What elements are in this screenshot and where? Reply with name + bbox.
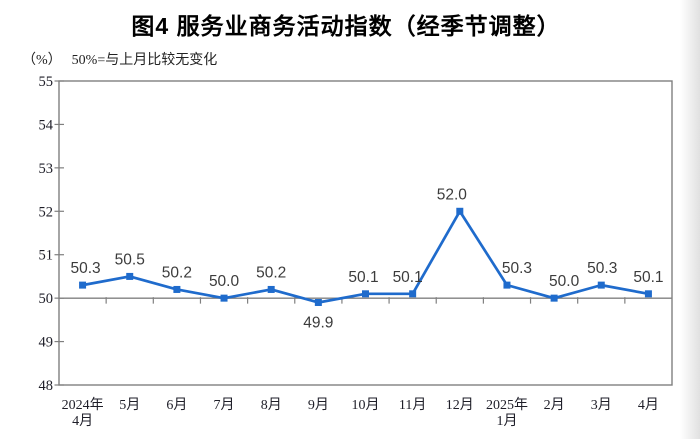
data-point-label: 50.2 bbox=[162, 264, 192, 281]
x-axis-category-label: 3月 bbox=[591, 397, 612, 413]
data-point-label: 50.1 bbox=[348, 269, 378, 286]
data-point-label: 50.5 bbox=[115, 251, 145, 268]
x-axis-category-label: 12月 bbox=[446, 397, 474, 413]
x-axis-category-label: 5月 bbox=[119, 397, 140, 413]
x-axis-category-label: 7月 bbox=[214, 397, 235, 413]
data-point-label: 52.0 bbox=[437, 186, 468, 203]
y-axis-tick-label: 51 bbox=[39, 248, 54, 264]
chart-title: 图4 服务业商务活动指数（经季节调整） bbox=[131, 13, 561, 39]
data-point-label: 50.3 bbox=[502, 260, 532, 277]
plot-border bbox=[58, 80, 673, 386]
data-point-label: 50.2 bbox=[256, 264, 286, 281]
data-point-marker bbox=[597, 281, 605, 289]
data-point-marker bbox=[79, 281, 87, 289]
unit-label: （%） bbox=[22, 53, 62, 68]
data-point-label: 50.1 bbox=[633, 269, 663, 286]
baseline-note: 50%=与上月比较无变化 bbox=[71, 53, 218, 68]
data-point-label: 50.3 bbox=[587, 260, 617, 277]
data-point-marker bbox=[456, 207, 464, 215]
data-point-marker bbox=[267, 285, 275, 293]
data-point-marker bbox=[409, 290, 417, 298]
data-point-marker bbox=[314, 298, 322, 306]
x-axis-category-label: 9月 bbox=[308, 397, 329, 413]
y-axis-tick-label: 48 bbox=[39, 378, 54, 394]
y-axis-tick-label: 50 bbox=[39, 291, 54, 307]
data-point-label: 50.0 bbox=[549, 273, 580, 290]
x-axis-category-label: 2025年 bbox=[486, 397, 528, 413]
x-axis-category-label: 1月 bbox=[496, 413, 517, 429]
data-point-label: 50.3 bbox=[70, 260, 100, 277]
y-axis-tick-label: 54 bbox=[39, 117, 54, 133]
y-axis-tick-label: 52 bbox=[39, 204, 54, 220]
x-axis-category-label: 4月 bbox=[638, 397, 659, 413]
y-axis-tick-label: 55 bbox=[39, 74, 54, 90]
x-axis-category-label: 2月 bbox=[544, 397, 565, 413]
x-axis-category-label: 2024年 bbox=[62, 397, 104, 413]
data-point-marker bbox=[173, 285, 181, 293]
data-point-label: 49.9 bbox=[303, 314, 333, 331]
data-point-marker bbox=[550, 294, 558, 302]
data-point-marker bbox=[220, 294, 228, 302]
data-point-marker bbox=[644, 290, 652, 298]
y-axis-tick-label: 53 bbox=[39, 161, 54, 177]
x-axis-category-label: 10月 bbox=[352, 397, 380, 413]
data-point-marker bbox=[126, 272, 134, 280]
x-axis-category-label: 8月 bbox=[261, 397, 282, 413]
data-point-label: 50.0 bbox=[209, 273, 240, 290]
data-point-marker bbox=[503, 281, 511, 289]
x-axis-category-label: 11月 bbox=[399, 397, 426, 413]
data-point-label: 50.1 bbox=[393, 269, 423, 286]
y-axis-tick-label: 49 bbox=[39, 335, 54, 351]
axis-unit-note: （%） 50%=与上月比较无变化 bbox=[22, 49, 217, 69]
x-axis-category-label: 4月 bbox=[72, 413, 93, 429]
x-axis-category-label: 6月 bbox=[166, 397, 187, 413]
data-point-marker bbox=[362, 290, 369, 298]
